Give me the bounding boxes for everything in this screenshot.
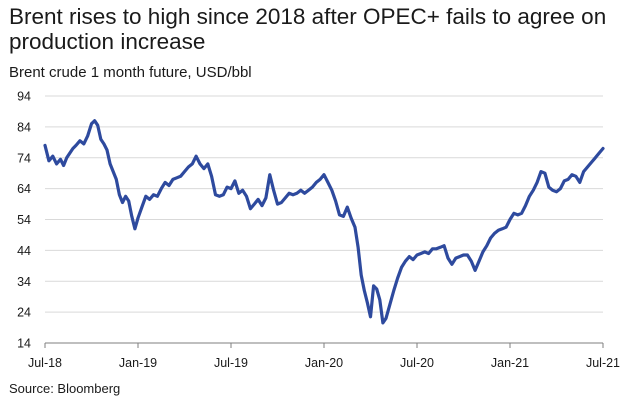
gridlines	[45, 95, 603, 313]
y-tick-label: 34	[17, 275, 31, 289]
y-tick-label: 64	[17, 182, 31, 196]
x-axis-ticks: Jul-18 Jan-19 Jul-19 Jan-20 Jul-20 Jan-21 Jul-…	[28, 343, 620, 370]
y-tick-label: 14	[17, 337, 31, 351]
y-tick-label: 44	[17, 244, 31, 258]
x-tick-label: Jan-19	[119, 356, 157, 370]
chart-subtitle: Brent crude 1 month future, USD/bbl	[9, 64, 252, 81]
x-tick-label: Jul-18	[28, 356, 62, 370]
x-tick-label: Jul-21	[586, 356, 620, 370]
y-tick-label: 74	[17, 151, 31, 165]
y-tick-label: 54	[17, 213, 31, 227]
chart-title: Brent rises to high since 2018 after OPE…	[9, 4, 607, 54]
source-note: Source: Bloomberg	[9, 381, 121, 396]
y-tick-label: 24	[17, 306, 31, 320]
x-tick-label: Jul-19	[214, 356, 248, 370]
y-axis-ticks: 14 24 34 44 54 64 74 84 94	[17, 90, 31, 351]
x-tick-label: Jan-20	[305, 356, 343, 370]
series-line-brent	[43, 119, 605, 325]
y-tick-label: 94	[17, 90, 31, 104]
x-tick-label: Jul-20	[400, 356, 434, 370]
x-tick-label: Jan-21	[491, 356, 529, 370]
y-tick-label: 84	[17, 120, 31, 134]
